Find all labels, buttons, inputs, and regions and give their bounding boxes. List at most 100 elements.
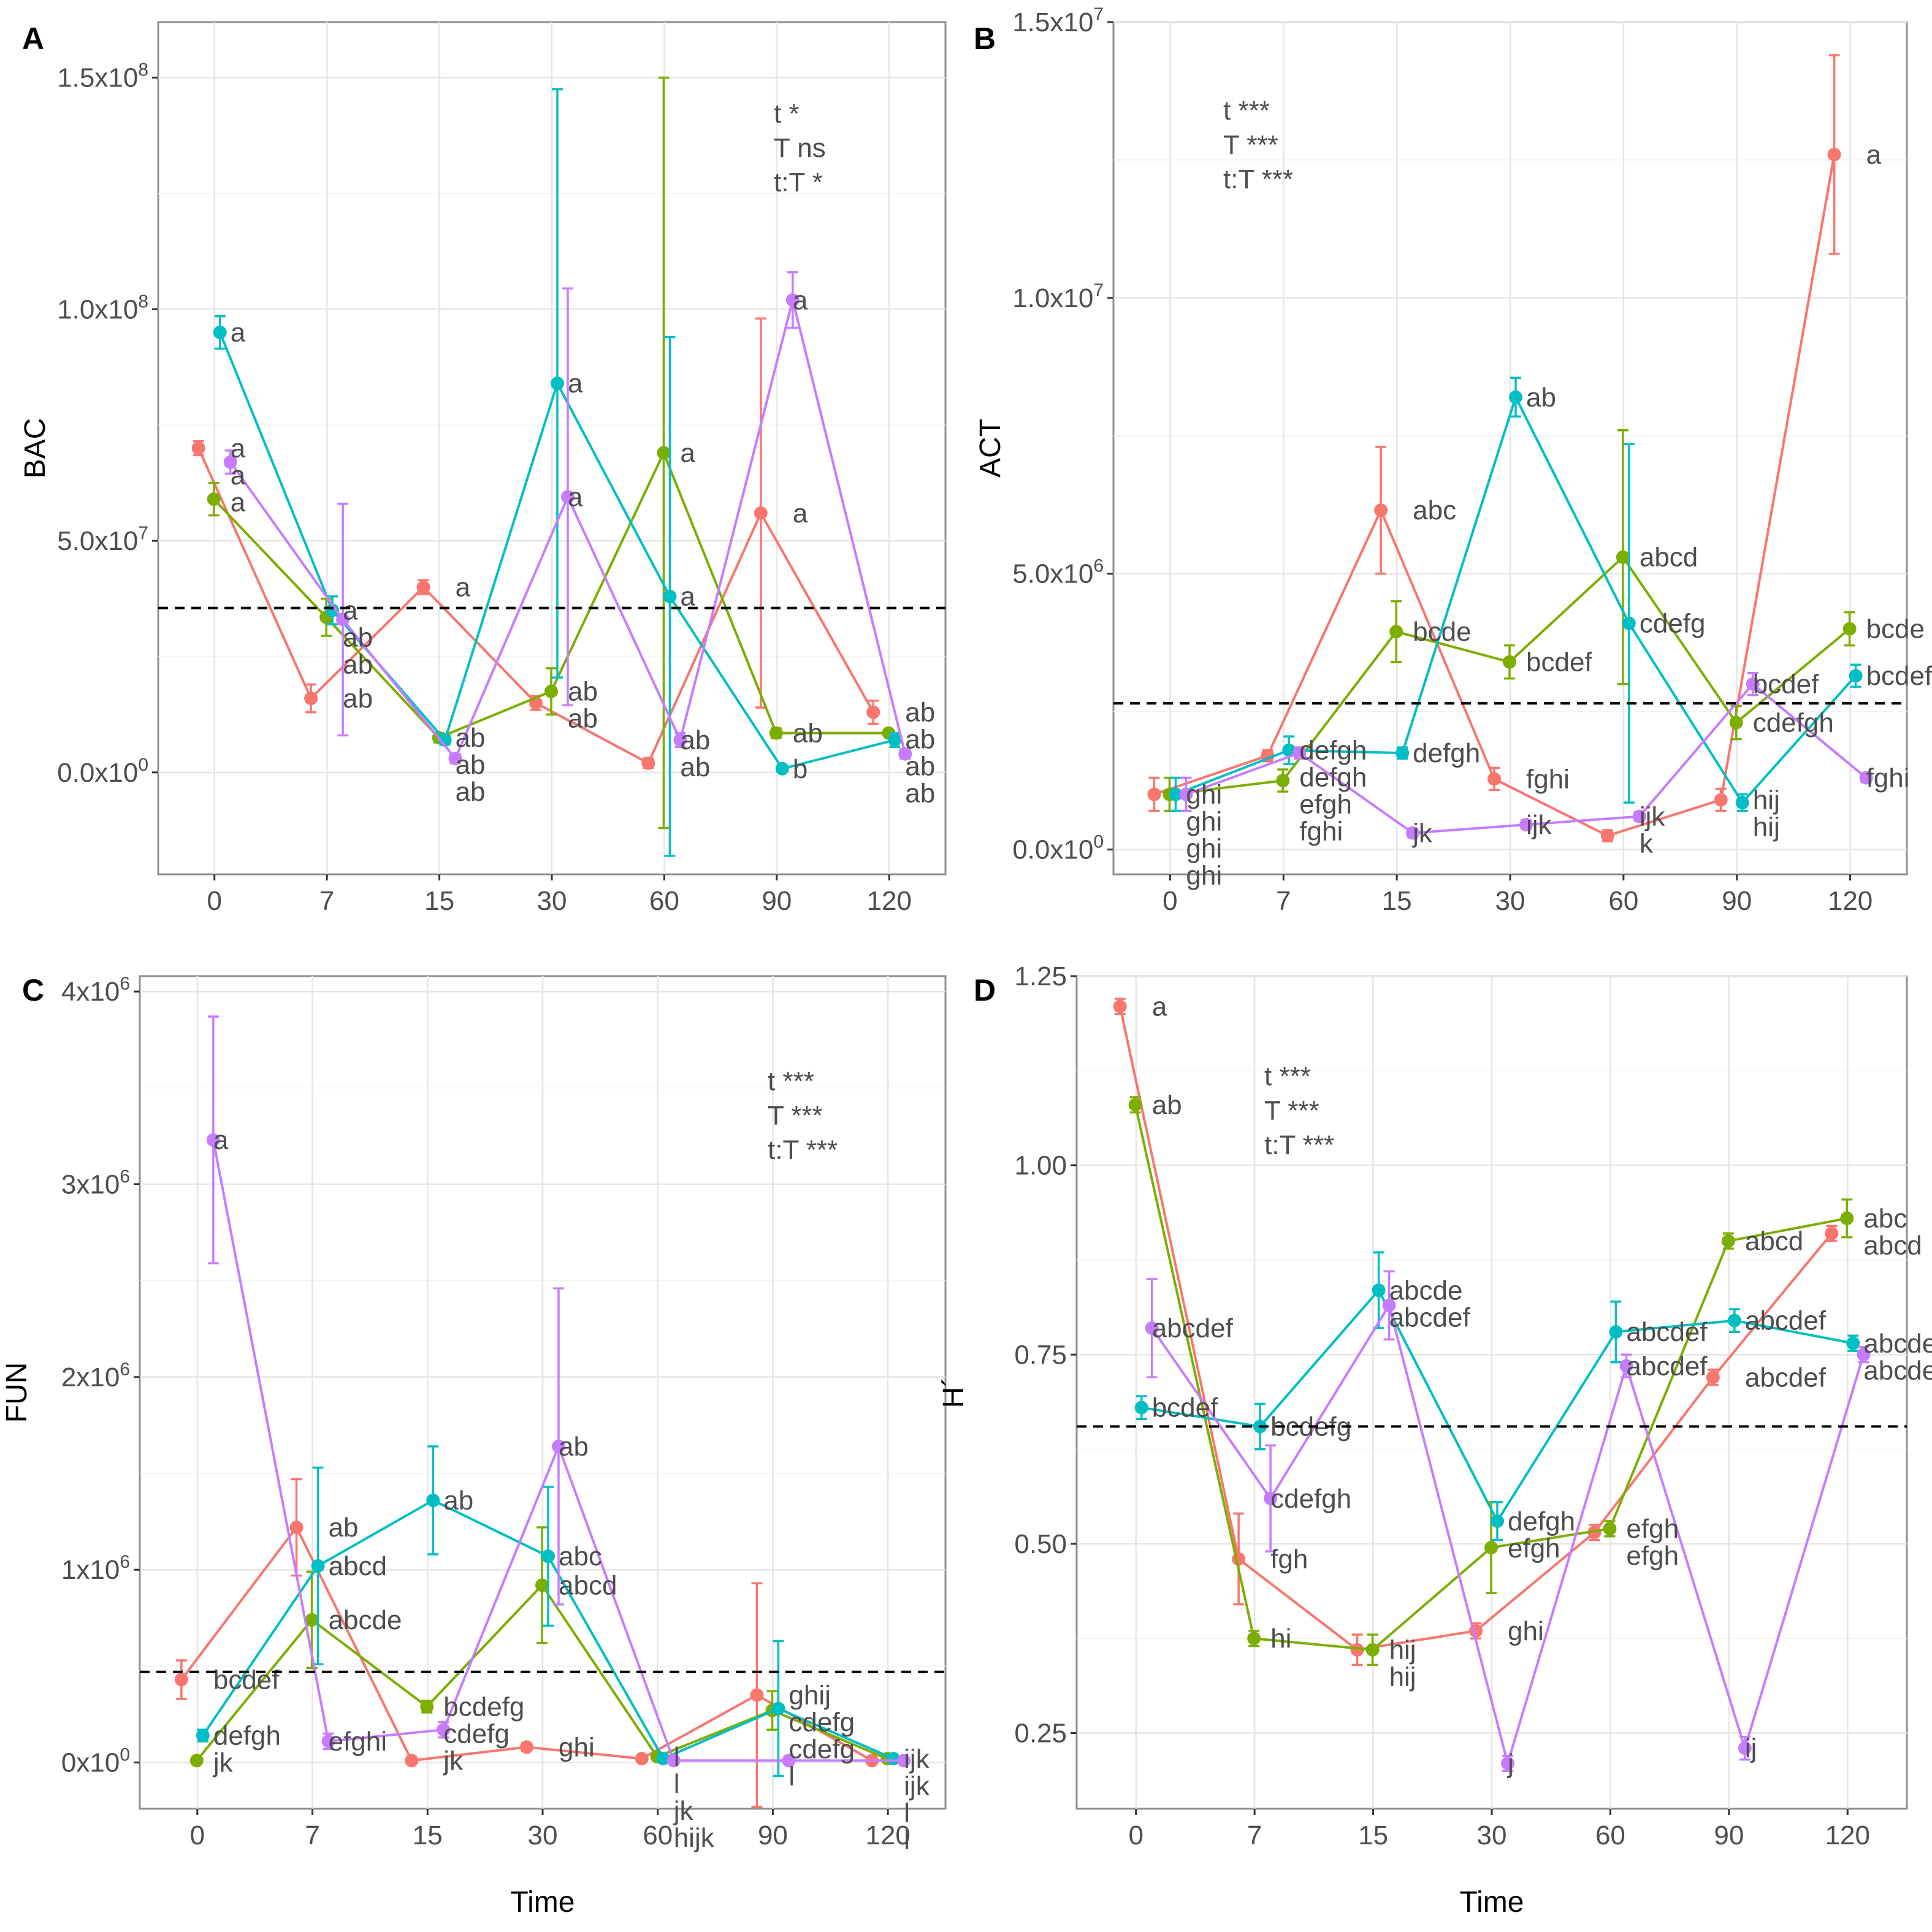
group-letter-label: a [456,573,471,603]
group-letter-label: ab [905,752,935,782]
data-point [1264,1491,1278,1505]
series-green [1163,429,1857,812]
y-tick-label: 3x106 [61,1167,130,1200]
group-letter-label: cdefg [788,1735,855,1765]
x-tick-label: 60 [643,1820,673,1850]
group-letter-label: abcdef [1626,1351,1708,1381]
x-axis-title: Time [511,1886,575,1919]
data-point [311,1559,325,1573]
group-letter-label: abcdef [1389,1302,1471,1332]
group-letter-label: l [904,1825,910,1855]
stat-annotation: t:T *** [768,1135,838,1165]
y-tick-label: 0.0x100 [57,755,148,788]
series-purple [206,1015,911,1768]
series-red [191,317,880,770]
group-letter-label: ab [793,719,823,749]
data-point [1372,1283,1386,1297]
y-tick-label: 0.0x100 [1012,832,1104,865]
group-letter-label: ab [1152,1090,1182,1120]
data-point [437,1723,451,1737]
group-letter-label: cdefg [443,1719,510,1749]
data-point [754,506,768,520]
group-letter-label: ab [680,725,710,755]
stat-annotation: t *** [768,1066,814,1096]
data-point [1825,1226,1839,1240]
group-letter-label: ghi [1186,861,1222,891]
x-tick-label: 15 [413,1820,443,1850]
x-tick-label: 30 [528,1820,558,1850]
group-letter-label: k [1640,829,1654,859]
group-letter-label: ij [1745,1733,1757,1763]
group-letter-label: abcd [1745,1226,1803,1256]
data-point [1727,1313,1741,1327]
data-point [1179,787,1193,801]
data-point [304,691,318,705]
group-letter-label: defgh [1299,763,1367,793]
y-axis-title: BAC [19,418,52,479]
x-tick-label: 7 [305,1820,319,1850]
data-point [1746,677,1760,691]
data-point [552,1440,565,1454]
x-tick-label: 0 [1163,886,1177,916]
group-letter-label: efgh [1626,1541,1679,1571]
data-point [1729,716,1743,730]
group-letter-label: defgh [1299,736,1367,766]
group-letter-label: a [231,487,246,517]
group-letter-label: fghi [1866,763,1910,793]
y-tick-label: 0x100 [61,1745,130,1778]
group-letter-label: ab [456,750,486,780]
data-point [189,1754,204,1768]
group-letter-label: hi [1270,1624,1291,1654]
data-point [663,589,677,603]
series-cyan [1169,376,1863,812]
group-letter-label: ab [1526,383,1556,413]
group-letter-label: abcdef [1745,1362,1827,1392]
data-point [535,1578,549,1592]
group-letter-label: a [343,595,358,625]
x-tick-label: 120 [1828,886,1873,916]
data-point [206,1133,220,1147]
group-letter-label: bcdef [1866,661,1932,691]
data-point [1501,1756,1514,1770]
data-point [223,455,237,469]
group-letter-label: b [793,754,808,784]
data-point [771,1701,785,1716]
x-tick-label: 120 [867,886,912,916]
group-letter-label: jk [1411,819,1433,849]
group-letter-label: ijk [904,1744,930,1774]
group-letter-label: abcd [559,1570,617,1600]
data-point [191,441,205,455]
group-letter-label: jk [673,1796,694,1826]
group-letter-label: abcdef [1745,1306,1827,1336]
series-purple [1145,1270,1871,1773]
stat-annotation: t *** [1223,96,1270,126]
data-point [1738,1741,1752,1755]
data-point [1706,1370,1720,1384]
data-point [1609,1325,1623,1339]
stat-annotation: T *** [1264,1096,1319,1126]
panel-C: 0x100 1x106 2x106 3x106 4x106 0 7 15 30 60 90 120 FU… [1,973,947,1919]
data-point [405,1754,419,1768]
x-tick-label: 30 [537,886,567,916]
group-letter-label: abc [1413,495,1456,525]
data-point [1276,774,1290,788]
data-point [1600,829,1614,843]
stat-annotation: t *** [1264,1061,1311,1091]
group-letter-label: bcdef [213,1665,280,1695]
data-point [207,492,221,506]
group-letter-label: ab [343,684,373,714]
data-point [673,733,687,747]
stat-annotation: t * [774,99,800,129]
group-letter-label: a [1152,991,1167,1021]
x-tick-label: 15 [424,886,454,916]
group-letter-label: a [231,318,246,348]
group-letter-label: ab [680,752,710,782]
group-letter-label: ghij [788,1681,831,1711]
group-letter-label: abcdef [1152,1313,1234,1343]
stat-annotation: T *** [768,1101,823,1131]
group-letter-label: bcdef [1526,647,1592,678]
group-letter-label: abcdef [1863,1329,1932,1359]
panel-letter: B [974,21,996,56]
data-point [1113,999,1127,1014]
data-point [1519,818,1533,832]
